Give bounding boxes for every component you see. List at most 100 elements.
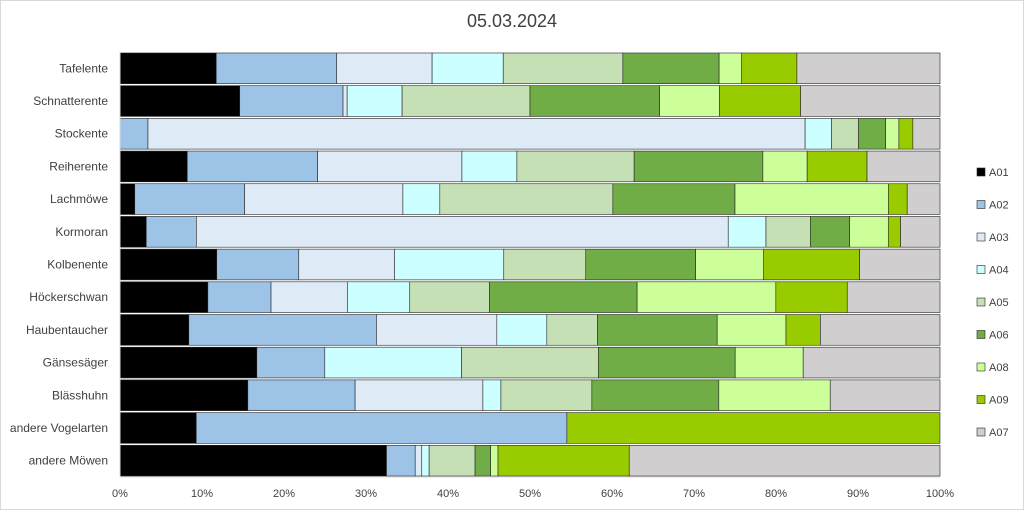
x-tick-label: 60% [601, 488, 623, 500]
legend-label-a05: A05 [989, 297, 1009, 309]
bar-lachmowe-a06 [612, 183, 736, 215]
bar-haubentaucher-a01 [119, 314, 190, 346]
bar-gansesager-a07 [802, 346, 941, 379]
legend-label-a09: A09 [989, 395, 1009, 407]
bar-kormoran-a01 [119, 216, 147, 248]
category-label-andere-mowen: andere Möwen [29, 454, 108, 468]
bar-haubentaucher-a09 [785, 314, 821, 346]
bar-lachmowe-a01 [119, 183, 136, 215]
legend-label-a03: A03 [989, 232, 1009, 244]
bar-reiherente-a01 [119, 150, 188, 183]
bar-hockerschwan-a07 [846, 281, 941, 313]
chart-title: 05.03.2024 [466, 11, 558, 31]
bar-stockente-a05 [831, 118, 859, 150]
bar-haubentaucher-a02 [188, 314, 377, 346]
bar-andere-mowen-a09 [497, 444, 630, 477]
bar-andere-mowen-a02 [386, 444, 416, 477]
bars-group [119, 52, 941, 477]
bar-hockerschwan-a03 [270, 281, 348, 313]
bar-tafelente-a08 [718, 52, 742, 85]
bar-andere-mowen-a06 [474, 444, 491, 477]
bar-stockente-a04 [804, 118, 832, 150]
bar-stockente-a02 [119, 118, 149, 150]
bar-kolbenente-a06 [585, 248, 696, 281]
axis-group: Tafelente Schnatterente Stockente Reiherent… [10, 52, 954, 500]
bar-reiherente-a05 [516, 150, 635, 183]
bar-haubentaucher-a04 [496, 314, 548, 346]
x-tick-label: 80% [765, 488, 787, 500]
legend-label-a07: A07 [989, 427, 1009, 439]
bar-blasshuhn-a02 [247, 379, 356, 411]
x-tick-label: 30% [355, 488, 377, 500]
bar-andere-mowen-a03 [414, 444, 423, 477]
bar-gansesager-a06 [598, 346, 736, 379]
bar-kormoran-a04 [727, 216, 767, 248]
x-tick-label: 10% [191, 488, 213, 500]
bar-kolbenente-a01 [119, 248, 218, 281]
bar-haubentaucher-a07 [820, 314, 941, 346]
x-tick-label: 0% [112, 488, 128, 500]
x-tick-label: 90% [847, 488, 869, 500]
bar-blasshuhn-a06 [591, 379, 720, 411]
category-label-gansesager: Gänsesäger [43, 356, 108, 370]
legend-swatch-a04 [976, 265, 986, 274]
bar-tafelente-a06 [622, 52, 720, 85]
bar-kolbenente-a07 [859, 248, 941, 281]
category-label-reiherente: Reiherente [49, 159, 108, 173]
bar-reiherente-a06 [633, 150, 764, 183]
bar-blasshuhn-a01 [119, 379, 249, 411]
bar-andere-mowen-a04 [421, 444, 430, 477]
bar-reiherente-a07 [866, 150, 941, 183]
bar-schnatterente-a08 [659, 85, 720, 117]
bar-kormoran-a06 [810, 216, 851, 248]
category-label-andere-vogelarten: andere Vogelarten [10, 421, 108, 435]
bar-reiherente-a04 [461, 150, 518, 183]
bar-andere-mowen-a07 [628, 444, 941, 477]
bar-stockente-a03 [147, 118, 806, 150]
bar-blasshuhn-a07 [829, 379, 941, 411]
legend-swatch-a05 [976, 297, 986, 307]
x-tick-label: 70% [683, 488, 705, 500]
legend-swatch-a02 [976, 200, 986, 209]
legend-swatch-a01 [976, 167, 986, 177]
legend-swatch-a06 [976, 330, 986, 339]
legend-swatch-a08 [976, 362, 986, 372]
bar-hockerschwan-a02 [207, 281, 272, 313]
category-label-lachmowe: Lachmöwe [50, 192, 108, 206]
bar-hockerschwan-a05 [409, 281, 490, 313]
bar-stockente-a06 [858, 118, 887, 150]
bar-reiherente-a02 [186, 150, 318, 183]
x-tick-label: 20% [273, 488, 295, 500]
bar-tafelente-a05 [502, 52, 624, 85]
bar-lachmowe-a04 [402, 183, 441, 215]
bar-kolbenente-a05 [503, 248, 587, 281]
bar-kormoran-a05 [765, 216, 811, 248]
bar-andere-vogelarten-a01 [119, 412, 197, 444]
bar-schnatterente-a05 [401, 85, 531, 117]
category-label-tafelente: Tafelente [59, 61, 108, 75]
bar-blasshuhn-a04 [482, 379, 502, 411]
legend-label-a02: A02 [989, 200, 1009, 212]
legend-label-a06: A06 [989, 330, 1009, 342]
bar-kormoran-a09 [887, 216, 901, 248]
legend-label-a01: A01 [989, 167, 1009, 179]
bar-schnatterente-a09 [719, 85, 801, 117]
bar-lachmowe-a03 [244, 183, 404, 215]
bar-reiherente-a03 [317, 150, 463, 183]
bar-haubentaucher-a08 [716, 314, 787, 346]
legend-swatch-a09 [976, 395, 986, 404]
category-label-haubentaucher: Haubentaucher [26, 323, 108, 337]
bar-stockente-a08 [885, 118, 900, 150]
bar-tafelente-a04 [431, 52, 504, 85]
bar-blasshuhn-a03 [354, 379, 484, 411]
bar-kormoran-a02 [145, 216, 197, 248]
category-label-kormoran: Kormoran [55, 225, 108, 239]
bar-kolbenente-a03 [298, 248, 396, 281]
x-tick-label: 40% [437, 488, 459, 500]
bar-andere-mowen-a05 [428, 444, 476, 477]
bar-tafelente-a07 [796, 52, 941, 85]
bar-blasshuhn-a05 [500, 379, 593, 411]
bar-tafelente-a09 [741, 52, 798, 85]
bar-tafelente-a03 [336, 52, 433, 85]
